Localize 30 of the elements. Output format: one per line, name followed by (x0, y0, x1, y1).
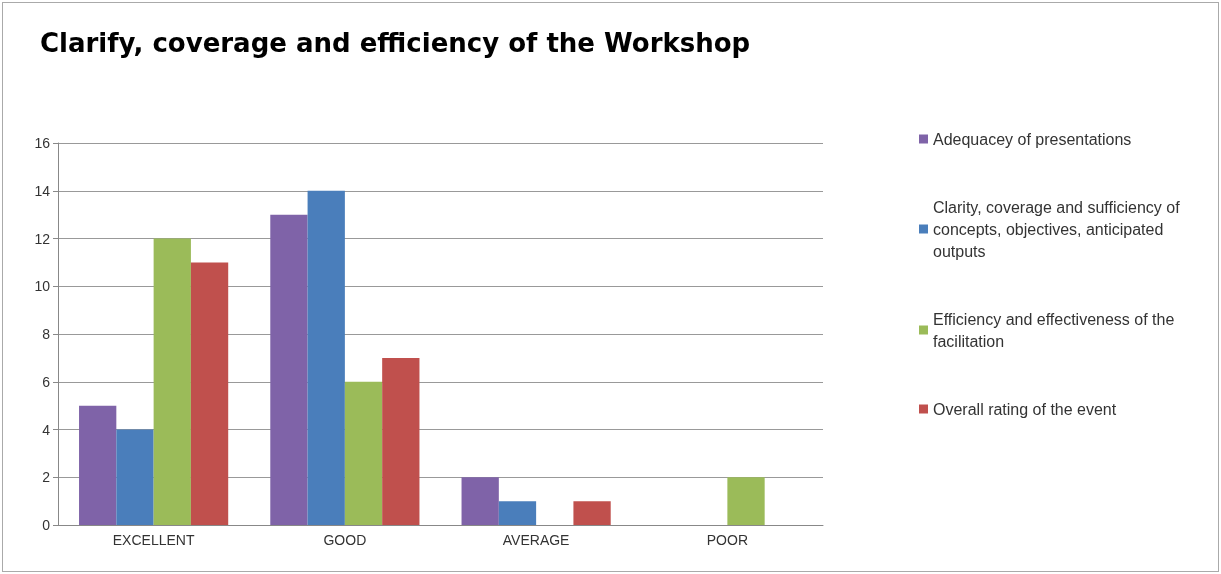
x-tick-label: POOR (706, 532, 748, 548)
legend-label: Overall rating of the event (933, 400, 1117, 418)
legend-label: Adequacey of presentations (933, 130, 1132, 148)
y-tick-label: 8 (42, 326, 51, 342)
bar (270, 214, 308, 525)
x-tick-label: AVERAGE (502, 532, 570, 548)
y-tick-label: 10 (34, 278, 51, 295)
bar (307, 190, 345, 525)
y-tick-label: 6 (42, 373, 51, 390)
y-tick-label: 12 (34, 230, 51, 247)
legend-label: Efficiency and effectiveness of the facilitation (933, 310, 1179, 350)
x-tick-label: EXCELLENT (112, 532, 195, 548)
bar (153, 238, 191, 525)
bar (382, 357, 420, 525)
bar (498, 501, 537, 525)
bar (573, 501, 611, 525)
bar (727, 477, 765, 525)
bar (461, 477, 499, 525)
y-tick-label: 16 (34, 135, 51, 151)
y-tick-label: 14 (34, 182, 51, 199)
legend-label: Clarity, coverage and sufficiency of concepts, objectives, anticipated outputs (933, 198, 1185, 260)
bar (344, 381, 383, 525)
y-tick-label: 0 (42, 517, 51, 533)
x-tick-label: GOOD (323, 532, 367, 548)
y-tick-label: 4 (42, 421, 51, 438)
y-tick-label: 2 (42, 469, 51, 486)
bar (79, 405, 117, 525)
chart-title: Clarify, coverage and efficiency of the Workshop (40, 28, 751, 58)
bar (116, 429, 154, 525)
bar (190, 262, 229, 525)
